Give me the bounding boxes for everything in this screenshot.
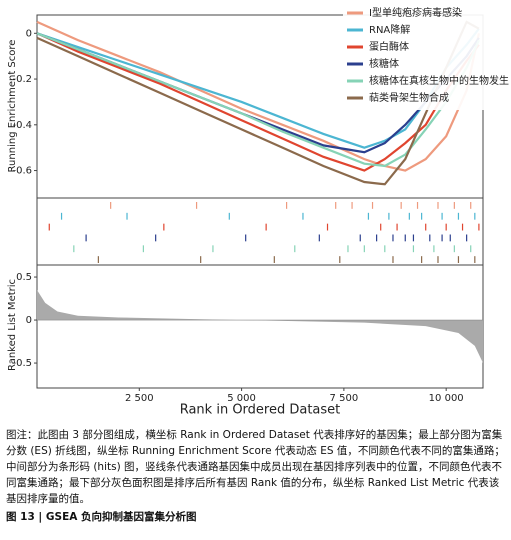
legend-label: RNA降解 — [369, 23, 410, 36]
es-line — [36, 32, 480, 168]
y-tick-label: -0.4 — [12, 120, 32, 131]
legend-label: 核糖体 — [369, 57, 399, 70]
legend-label: Ⅰ型单纯疱疹病毒感染 — [369, 6, 462, 19]
x-tick-label: 7 500 — [330, 393, 359, 404]
plot-frame — [36, 264, 484, 389]
y-tick-label: -0.5 — [12, 358, 32, 369]
chart: Running Enrichment Score Ranked List Met… — [7, 4, 509, 418]
x-tick-label: 10 000 — [429, 393, 464, 404]
legend-label: 萜类骨架生物合成 — [369, 91, 449, 104]
legend-box — [343, 4, 509, 110]
es-line — [36, 20, 480, 172]
y-tick-label: -0.2 — [12, 74, 32, 85]
x-tick-label: 2 500 — [125, 393, 154, 404]
legend-label: 蛋白酶体 — [369, 40, 409, 53]
caption: 图注：此图由 3 部分图组成，横坐标 Rank in Ordered Datas… — [6, 427, 506, 525]
legend-label: 核糖体在真核生物中的生物发生 — [369, 74, 509, 87]
y-tick-label: -0.6 — [12, 166, 32, 177]
y-tick-label: 0 — [26, 315, 32, 326]
x-axis-label: Rank in Ordered Dataset — [180, 403, 341, 418]
y-axis-label: Ranked List Metric — [7, 279, 18, 371]
y-axis-label: Running Enrichment Score — [7, 40, 18, 173]
hits-frame — [36, 197, 484, 266]
y-tick-label: 0 — [26, 28, 32, 39]
x-tick-label: 5 000 — [227, 393, 256, 404]
y-tick-label: 0.5 — [16, 272, 32, 283]
figure-label: 图 13 | GSEA 负向抑制基因富集分析图 — [6, 511, 197, 523]
caption-text: 图注：此图由 3 部分图组成，横坐标 Rank in Ordered Datas… — [6, 429, 505, 505]
metric-area — [37, 289, 483, 364]
